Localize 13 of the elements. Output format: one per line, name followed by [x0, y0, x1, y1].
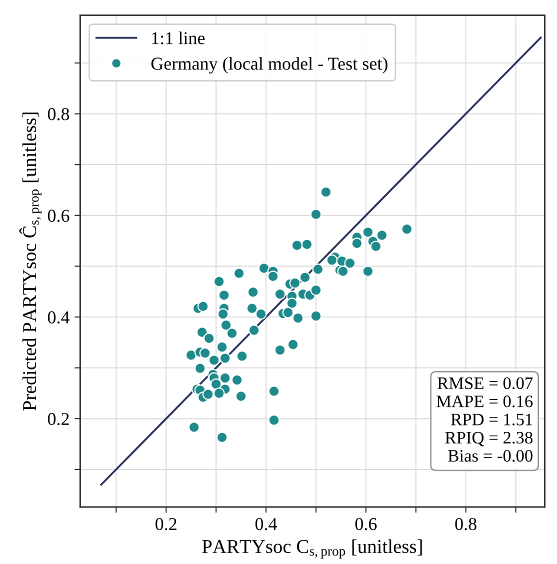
legend-label: Germany (local model - Test set) [151, 57, 388, 74]
x-tick-label: 0.4 [255, 518, 278, 530]
x-tick-label: 0.8 [455, 518, 476, 530]
y-tick-label: 0.2 [48, 412, 69, 426]
y-axis-title: Predicted PARTYsoc Ĉ$_{s,prop}$ [unitless] [19, 112, 42, 411]
legend-label: 1:1 line [152, 32, 205, 44]
x-axis-title: PARTYsoc C$_{s,prop}$ [unitless] [202, 539, 422, 558]
x-tick-label: 0.2 [156, 518, 176, 530]
y-tick-label: 0.6 [48, 210, 70, 222]
x-tick-label: 0.6 [355, 518, 377, 530]
annotation: RMSE = 0.07 MAPE = 0.16 RPD = 1.51 RPIQ = 2.38 Bias = -0.00 [436, 377, 533, 462]
y-tick-label: 0.8 [48, 108, 70, 120]
y-tick-label: 0.4 [48, 311, 70, 324]
